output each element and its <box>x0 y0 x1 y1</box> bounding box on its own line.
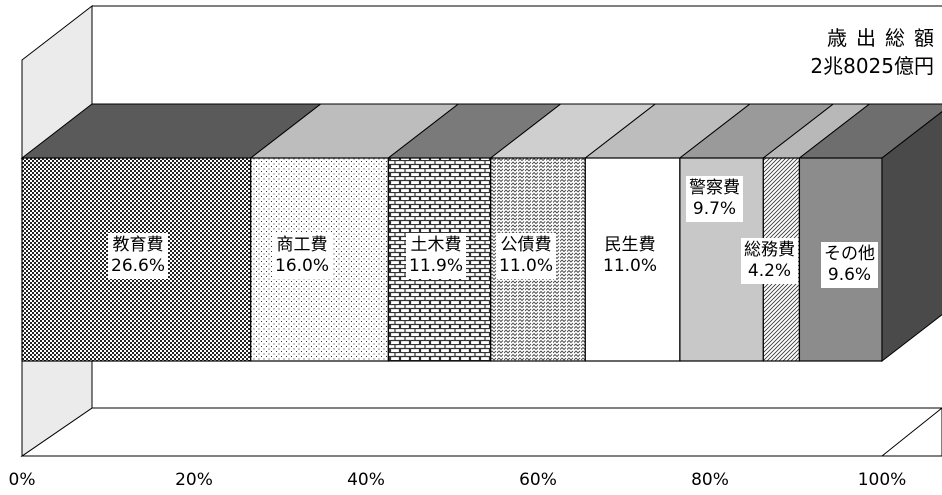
data-label: 商工費 16.0% <box>272 233 333 279</box>
x-tick-label: 60% <box>519 470 557 490</box>
data-label-category: 総務費 <box>744 240 795 260</box>
data-label-value: 9.6% <box>827 265 872 285</box>
data-label-category: 教育費 <box>112 235 164 255</box>
x-tick-label: 40% <box>347 470 385 490</box>
x-tick-label: 20% <box>175 470 213 490</box>
bar-side-face <box>881 111 942 363</box>
chart-floor <box>20 407 942 457</box>
x-tick-label: 100% <box>858 470 907 490</box>
data-label: 警察費 9.7% <box>686 176 743 222</box>
data-label: 民生費 11.0% <box>600 233 661 279</box>
data-label: 教育費 26.6% <box>108 233 169 279</box>
data-label-category: 商工費 <box>276 235 328 255</box>
total-value: 2兆8025億円 <box>810 54 934 78</box>
data-label-value: 9.7% <box>692 199 737 219</box>
data-label: その他 9.6% <box>821 242 878 288</box>
x-axis-depth-line <box>881 407 942 457</box>
data-label-value: 26.6% <box>111 256 166 276</box>
data-label-value: 16.0% <box>275 256 330 276</box>
data-label-category: その他 <box>824 244 875 264</box>
data-label-value: 11.0% <box>499 256 554 276</box>
data-label-category: 民生費 <box>604 235 656 255</box>
x-tick-label: 80% <box>691 470 729 490</box>
data-label-value: 11.9% <box>409 256 464 276</box>
total-title: 歳出総額 <box>827 26 942 50</box>
data-label-category: 警察費 <box>689 178 740 198</box>
data-label-category: 土木費 <box>410 235 462 255</box>
data-label-category: 公債費 <box>500 235 552 255</box>
data-label-value: 11.0% <box>603 256 658 276</box>
data-label: 総務費 4.2% <box>741 238 798 284</box>
data-label: 公債費 11.0% <box>496 233 557 279</box>
data-label-value: 4.2% <box>747 261 792 281</box>
x-tick-label: 0% <box>9 470 36 490</box>
total-expenditure-label: 歳出総額 2兆8025億円 <box>810 24 934 80</box>
data-label: 土木費 11.9% <box>406 233 467 279</box>
